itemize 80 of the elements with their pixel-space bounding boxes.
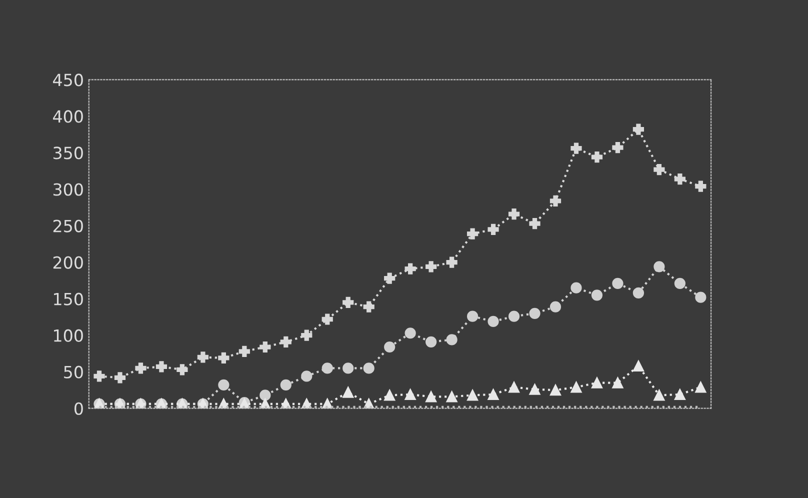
point <box>280 379 292 391</box>
point <box>426 261 437 272</box>
point <box>301 330 312 341</box>
point <box>404 328 416 339</box>
point <box>570 282 582 294</box>
y-tick-label: 450 <box>53 74 83 86</box>
y-tick-label: 50 <box>64 366 83 378</box>
point <box>591 377 603 388</box>
point <box>260 341 271 353</box>
point <box>508 310 520 322</box>
point <box>94 370 105 382</box>
point <box>695 180 706 192</box>
point <box>384 341 396 353</box>
y-tick-label: 400 <box>53 110 83 123</box>
point <box>695 382 706 393</box>
point <box>695 292 706 303</box>
point <box>446 334 458 346</box>
point <box>632 287 644 299</box>
point <box>342 362 354 374</box>
point <box>466 228 478 240</box>
point <box>612 278 624 290</box>
point <box>488 388 499 400</box>
point <box>591 290 603 301</box>
y-tick-label: 150 <box>54 292 83 306</box>
point <box>529 308 540 319</box>
point <box>218 379 230 391</box>
y-tick-label: 250 <box>53 220 83 232</box>
point <box>426 336 437 348</box>
y-tick-label: 200 <box>53 256 83 269</box>
y-tick-label: 100 <box>54 329 83 342</box>
point <box>446 391 458 402</box>
point <box>342 386 354 398</box>
point <box>363 301 374 312</box>
point <box>114 372 126 384</box>
point <box>363 362 374 374</box>
point <box>488 316 499 327</box>
point <box>508 382 520 393</box>
point <box>156 361 168 372</box>
point <box>384 390 396 401</box>
point <box>384 272 396 284</box>
point <box>218 352 230 364</box>
point <box>466 310 478 322</box>
point <box>466 390 478 401</box>
point <box>197 352 208 363</box>
point <box>176 364 188 376</box>
y-tick-label: 300 <box>53 183 83 196</box>
point <box>322 314 333 325</box>
point <box>404 263 416 274</box>
point <box>654 390 665 401</box>
point <box>280 336 292 348</box>
point <box>426 391 437 402</box>
point <box>446 256 458 268</box>
point <box>322 362 333 374</box>
point <box>654 261 665 272</box>
point <box>570 382 582 393</box>
point <box>508 208 520 220</box>
point <box>529 384 540 395</box>
point <box>238 346 250 357</box>
point <box>550 301 562 312</box>
point <box>404 388 416 400</box>
point <box>488 224 499 235</box>
point <box>632 360 644 372</box>
point <box>674 173 686 185</box>
point <box>301 370 312 382</box>
point <box>612 377 624 388</box>
point <box>674 278 686 290</box>
point <box>674 388 686 400</box>
point <box>550 384 562 396</box>
point <box>550 195 562 206</box>
y-tick-label: 0 <box>74 402 83 415</box>
point <box>632 124 644 135</box>
y-tick-label: 350 <box>53 146 83 160</box>
point <box>654 164 665 176</box>
point <box>570 142 582 154</box>
point <box>342 296 354 308</box>
point <box>591 152 603 163</box>
point <box>135 362 146 374</box>
point <box>529 218 540 230</box>
point <box>260 390 271 401</box>
point <box>612 142 624 154</box>
